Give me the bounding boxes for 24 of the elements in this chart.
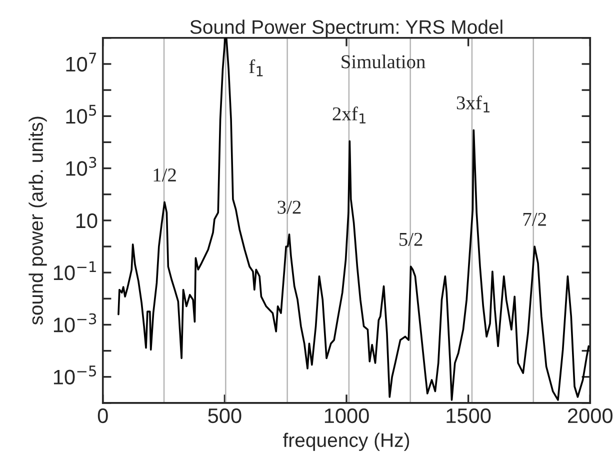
y-axis-title: sound power (arb. units) <box>28 116 47 325</box>
line-series <box>118 38 590 401</box>
x-axis-title: frequency (Hz) <box>283 432 410 451</box>
annotation: 3/2 <box>278 200 301 214</box>
annotation: f$_{1}$ <box>249 59 263 76</box>
annotation: 3xf$_{1}$ <box>456 96 490 112</box>
annotation: 1/2 <box>154 168 176 182</box>
annotation: 2xf$_{1}$ <box>332 106 366 124</box>
annotation: 7/2 <box>523 212 546 226</box>
x-tick-label: 500 <box>208 408 242 424</box>
y-tick-label: 10$^{7}$ <box>66 52 96 72</box>
annotation: Simulation <box>342 54 426 68</box>
y-tick-label: 10$^{3}$ <box>66 156 96 176</box>
x-tick-label: 0 <box>98 408 108 424</box>
annotation: 5/2 <box>400 232 422 246</box>
x-tick-label: 1000 <box>324 408 369 424</box>
y-tick-label: 10$^{−3}$ <box>54 313 96 332</box>
x-tick-label: 2000 <box>568 408 612 424</box>
y-tick-label: 10$^{−5}$ <box>54 366 96 384</box>
chart-title: Sound Power Spectrum: YRS Model <box>190 20 502 38</box>
y-tick-label: 10$^{5}$ <box>66 104 96 124</box>
y-tick-label: 10 <box>76 213 98 228</box>
x-tick-label: 1500 <box>446 408 491 424</box>
y-tick-label: 10$^{−1}$ <box>54 261 96 280</box>
